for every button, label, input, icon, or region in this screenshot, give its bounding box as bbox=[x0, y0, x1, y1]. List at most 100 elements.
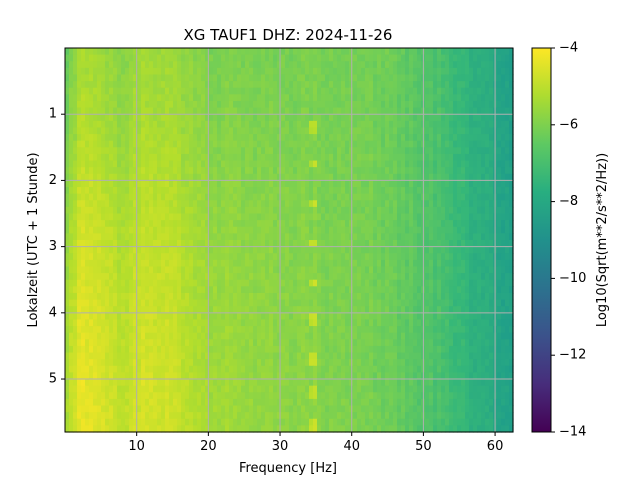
heatmap-cell bbox=[233, 127, 238, 135]
heatmap-cell bbox=[449, 312, 454, 321]
heatmap-cell bbox=[313, 299, 318, 307]
heatmap-cell bbox=[77, 173, 82, 182]
heatmap-cell bbox=[473, 299, 478, 307]
heatmap-cell bbox=[329, 54, 334, 62]
heatmap-cell bbox=[337, 319, 342, 327]
heatmap-cell bbox=[373, 326, 378, 334]
heatmap-cell bbox=[133, 107, 138, 115]
heatmap-cell bbox=[173, 339, 178, 347]
heatmap-cell bbox=[273, 220, 278, 228]
heatmap-cell bbox=[317, 266, 322, 274]
heatmap-cell bbox=[161, 48, 166, 56]
heatmap-cell bbox=[133, 167, 138, 175]
heatmap-cell bbox=[117, 286, 122, 294]
heatmap-cell bbox=[481, 147, 486, 155]
heatmap-cell bbox=[381, 54, 386, 62]
heatmap-cell bbox=[201, 187, 206, 195]
heatmap-cell bbox=[181, 220, 186, 228]
heatmap-cell bbox=[269, 61, 274, 69]
heatmap-cell bbox=[337, 120, 342, 129]
heatmap-cell bbox=[441, 240, 446, 248]
heatmap-cell bbox=[257, 173, 262, 182]
heatmap-cell bbox=[497, 200, 502, 208]
heatmap-cell bbox=[353, 299, 358, 307]
heatmap-cell bbox=[121, 286, 126, 294]
heatmap-cell bbox=[213, 332, 218, 340]
heatmap-cell bbox=[109, 48, 114, 56]
heatmap-cell bbox=[389, 173, 394, 182]
heatmap-cell bbox=[489, 253, 494, 261]
heatmap-cell bbox=[357, 246, 362, 254]
heatmap-cell bbox=[89, 61, 94, 69]
heatmap-cell bbox=[313, 180, 318, 188]
heatmap-cell bbox=[401, 326, 406, 334]
heatmap-cell bbox=[213, 193, 218, 201]
heatmap-cell bbox=[337, 167, 342, 175]
heatmap-cell bbox=[121, 153, 126, 162]
heatmap-cell bbox=[261, 200, 266, 208]
heatmap-cell bbox=[405, 286, 410, 294]
heatmap-cell bbox=[269, 120, 274, 129]
heatmap-cell bbox=[205, 180, 210, 188]
heatmap-cell bbox=[405, 306, 410, 314]
heatmap-cell bbox=[333, 87, 338, 95]
heatmap-cell bbox=[501, 140, 506, 148]
heatmap-cell bbox=[381, 114, 386, 122]
heatmap-cell bbox=[245, 312, 250, 321]
heatmap-cell bbox=[201, 240, 206, 248]
heatmap-cell bbox=[325, 67, 330, 76]
heatmap-cell bbox=[445, 61, 450, 69]
heatmap-cell bbox=[437, 134, 442, 142]
heatmap-cell bbox=[357, 326, 362, 334]
heatmap-cell bbox=[325, 187, 330, 195]
heatmap-cell bbox=[309, 54, 314, 62]
heatmap-cell bbox=[277, 246, 282, 254]
heatmap-cell bbox=[117, 339, 122, 347]
heatmap-cell bbox=[401, 292, 406, 301]
heatmap-cell bbox=[89, 339, 94, 347]
heatmap-cell bbox=[73, 180, 78, 188]
heatmap-cell bbox=[301, 54, 306, 62]
heatmap-cell bbox=[353, 206, 358, 215]
heatmap-cell bbox=[465, 147, 470, 155]
heatmap-cell bbox=[461, 253, 466, 261]
heatmap-cell bbox=[217, 120, 222, 129]
heatmap-cell bbox=[357, 319, 362, 327]
heatmap-cell bbox=[293, 167, 298, 175]
heatmap-cell bbox=[265, 173, 270, 182]
heatmap-cell bbox=[437, 67, 442, 76]
heatmap-cell bbox=[381, 319, 386, 327]
heatmap-cell bbox=[369, 100, 374, 109]
heatmap-cell bbox=[117, 114, 122, 122]
heatmap-cell bbox=[209, 180, 214, 188]
heatmap-cell bbox=[497, 259, 502, 268]
heatmap-cell bbox=[129, 100, 134, 109]
heatmap-cell bbox=[97, 206, 102, 215]
heatmap-cell bbox=[85, 193, 90, 201]
heatmap-cell bbox=[197, 226, 202, 234]
heatmap-cell bbox=[257, 153, 262, 162]
heatmap-cell bbox=[85, 81, 90, 89]
heatmap-cell bbox=[177, 54, 182, 62]
heatmap-cell bbox=[153, 332, 158, 340]
heatmap-cell bbox=[337, 134, 342, 142]
heatmap-cell bbox=[69, 240, 74, 248]
heatmap-cell bbox=[237, 67, 242, 76]
heatmap-cell bbox=[237, 259, 242, 268]
heatmap-cell bbox=[317, 306, 322, 314]
heatmap-cell bbox=[145, 61, 150, 69]
heatmap-cell bbox=[105, 259, 110, 268]
heatmap-cell bbox=[289, 332, 294, 340]
heatmap-cell bbox=[333, 160, 338, 168]
heatmap-cell bbox=[473, 61, 478, 69]
heatmap-cell bbox=[337, 140, 342, 148]
heatmap-cell bbox=[401, 220, 406, 228]
heatmap-cell bbox=[485, 100, 490, 109]
heatmap-cell bbox=[461, 81, 466, 89]
heatmap-cell bbox=[145, 206, 150, 215]
heatmap-cell bbox=[201, 306, 206, 314]
heatmap-cell bbox=[509, 134, 514, 142]
heatmap-cell bbox=[353, 240, 358, 248]
heatmap-cell bbox=[261, 306, 266, 314]
heatmap-cell bbox=[249, 339, 254, 347]
